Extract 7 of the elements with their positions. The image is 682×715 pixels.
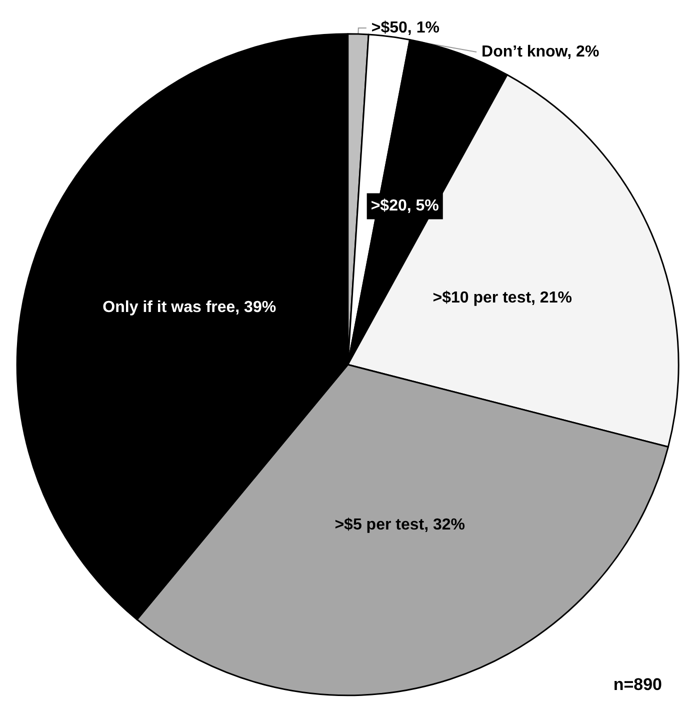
slice-label: >$50, 1% <box>371 20 440 37</box>
slice-label: >$10 per test, 21% <box>432 289 572 306</box>
slice-label: Don’t know, 2% <box>482 44 600 61</box>
slice-label: Only if it was free, 39% <box>102 299 276 316</box>
text: n=890 <box>613 675 662 694</box>
slice-label: >$20, 5% <box>370 198 439 215</box>
slice-label: >$5 per test, 32% <box>334 516 465 534</box>
